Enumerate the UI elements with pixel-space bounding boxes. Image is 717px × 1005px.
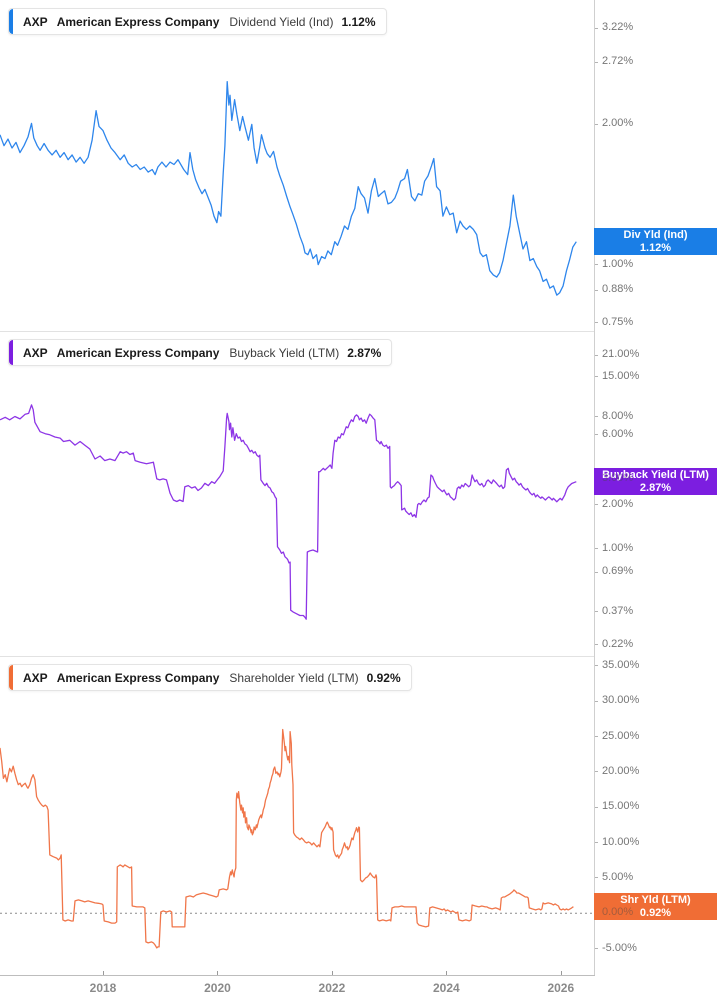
- y-tick-label: 0.75%: [602, 315, 634, 328]
- y-tick-label: 6.00%: [602, 427, 634, 440]
- series-color-bar: [9, 340, 13, 365]
- y-tick-label-ghost: 0.00%: [602, 906, 634, 919]
- y-tick-label: 1.00%: [602, 541, 634, 554]
- y-tick-mark: [594, 571, 598, 573]
- y-tick-label: 5.00%: [602, 870, 634, 883]
- y-tick-label: 0.69%: [602, 565, 634, 578]
- ticker-symbol: AXP: [23, 670, 48, 685]
- y-tick-mark: [594, 644, 598, 646]
- x-tick-mark: [103, 971, 104, 975]
- x-tick-label: 2020: [204, 981, 231, 995]
- x-tick-label: 2022: [318, 981, 346, 995]
- chart-header-dividend-yield: AXP American Express Company Dividend Yi…: [8, 8, 387, 35]
- y-tick-mark: [594, 416, 598, 417]
- x-tick-mark: [446, 971, 448, 975]
- x-tick-mark: [560, 971, 562, 975]
- badge-value: 2.87%: [639, 481, 672, 494]
- y-tick-label: 15.00%: [602, 369, 640, 382]
- y-tick-mark: [594, 61, 598, 63]
- metric-name: Dividend Yield (Ind): [229, 14, 334, 29]
- badge-metric-label: Div Yld (Ind): [623, 228, 688, 241]
- y-tick-label: 0.22%: [602, 637, 634, 650]
- y-tick-mark: [594, 700, 598, 702]
- chart-header-buyback-yield: AXP American Express Company Buyback Yie…: [8, 339, 393, 366]
- y-tick-label: 2.00%: [602, 117, 634, 130]
- badge-value: 1.12%: [639, 241, 672, 254]
- y-tick-mark: [594, 771, 598, 773]
- y-tick-label: -5.00%: [602, 941, 637, 954]
- y-tick-label: 10.00%: [602, 835, 640, 848]
- y-tick-mark: [594, 948, 598, 950]
- badge-value: 0.92%: [639, 906, 672, 919]
- company-name: American Express Company: [56, 670, 220, 685]
- y-tick-mark: [594, 123, 598, 125]
- series-line: [0, 81, 577, 296]
- x-tick-label: 2024: [432, 981, 460, 995]
- line-chart-dividend-yield-ind-[interactable]: [0, 0, 594, 331]
- y-tick-mark: [594, 27, 598, 29]
- y-tick-label: 21.00%: [602, 348, 640, 361]
- x-tick-label: 2026: [547, 981, 575, 995]
- y-tick-label: 0.88%: [602, 283, 634, 296]
- y-tick-label: 2.72%: [602, 55, 634, 68]
- line-chart-shareholder-yield-ltm-[interactable]: [0, 656, 594, 975]
- y-tick-mark: [594, 842, 598, 844]
- metric-value: 2.87%: [347, 345, 382, 360]
- y-tick-label: 1.00%: [602, 257, 634, 270]
- last-value-badge[interactable]: Buyback Yield (LTM) 2.87%: [594, 468, 717, 496]
- y-tick-mark: [594, 736, 598, 738]
- metric-value: 0.92%: [366, 670, 401, 685]
- y-tick-label: 15.00%: [602, 800, 640, 813]
- y-tick-label: 30.00%: [602, 694, 640, 707]
- badge-metric-label: Buyback Yield (LTM): [602, 468, 709, 481]
- last-value-badge[interactable]: Div Yld (Ind) 1.12%: [594, 228, 717, 256]
- ticker-symbol: AXP: [23, 345, 48, 360]
- x-tick-mark: [217, 971, 219, 975]
- y-tick-mark: [594, 611, 598, 613]
- metric-name: Shareholder Yield (LTM): [229, 670, 359, 685]
- company-name: American Express Company: [56, 14, 220, 29]
- last-value-badge[interactable]: Shr Yld (LTM) 0.92%: [594, 893, 717, 921]
- y-tick-label: 3.22%: [602, 21, 634, 34]
- chart-header-shareholder-yield: AXP American Express Company Shareholder…: [8, 664, 412, 691]
- y-tick-mark: [594, 665, 598, 667]
- company-name: American Express Company: [56, 345, 220, 360]
- y-tick-mark: [594, 806, 598, 808]
- y-tick-mark: [594, 504, 598, 506]
- y-tick-label: 35.00%: [602, 658, 640, 671]
- y-tick-mark: [594, 354, 598, 356]
- x-axis-line: [0, 975, 595, 976]
- y-tick-label: 8.00%: [602, 409, 634, 422]
- x-tick-mark: [331, 971, 333, 975]
- series-color-bar: [9, 665, 13, 690]
- y-tick-mark: [594, 877, 598, 879]
- panel-separator: [0, 656, 594, 657]
- panel-separator: [0, 331, 594, 332]
- y-tick-mark: [594, 548, 598, 550]
- y-tick-mark: [594, 376, 598, 378]
- y-tick-label: 20.00%: [602, 764, 640, 777]
- y-tick-label: 25.00%: [602, 729, 640, 742]
- y-tick-mark: [594, 289, 598, 291]
- metric-value: 1.12%: [341, 14, 376, 29]
- series-line: [0, 404, 577, 620]
- series-color-bar: [9, 9, 13, 34]
- line-chart-buyback-yield-ltm-[interactable]: [0, 331, 594, 656]
- y-tick-label: 2.00%: [602, 497, 634, 510]
- y-tick-mark: [594, 322, 598, 324]
- series-line: [0, 728, 574, 949]
- x-tick-label: 2018: [89, 981, 117, 995]
- metric-name: Buyback Yield (LTM): [229, 345, 340, 360]
- y-tick-mark: [594, 264, 598, 266]
- badge-metric-label: Shr Yld (LTM): [620, 893, 691, 906]
- y-tick-mark: [594, 434, 598, 436]
- y-tick-label: 0.37%: [602, 604, 634, 617]
- y-tick-label-ghost: 3.00%: [602, 471, 634, 484]
- ticker-symbol: AXP: [23, 14, 48, 29]
